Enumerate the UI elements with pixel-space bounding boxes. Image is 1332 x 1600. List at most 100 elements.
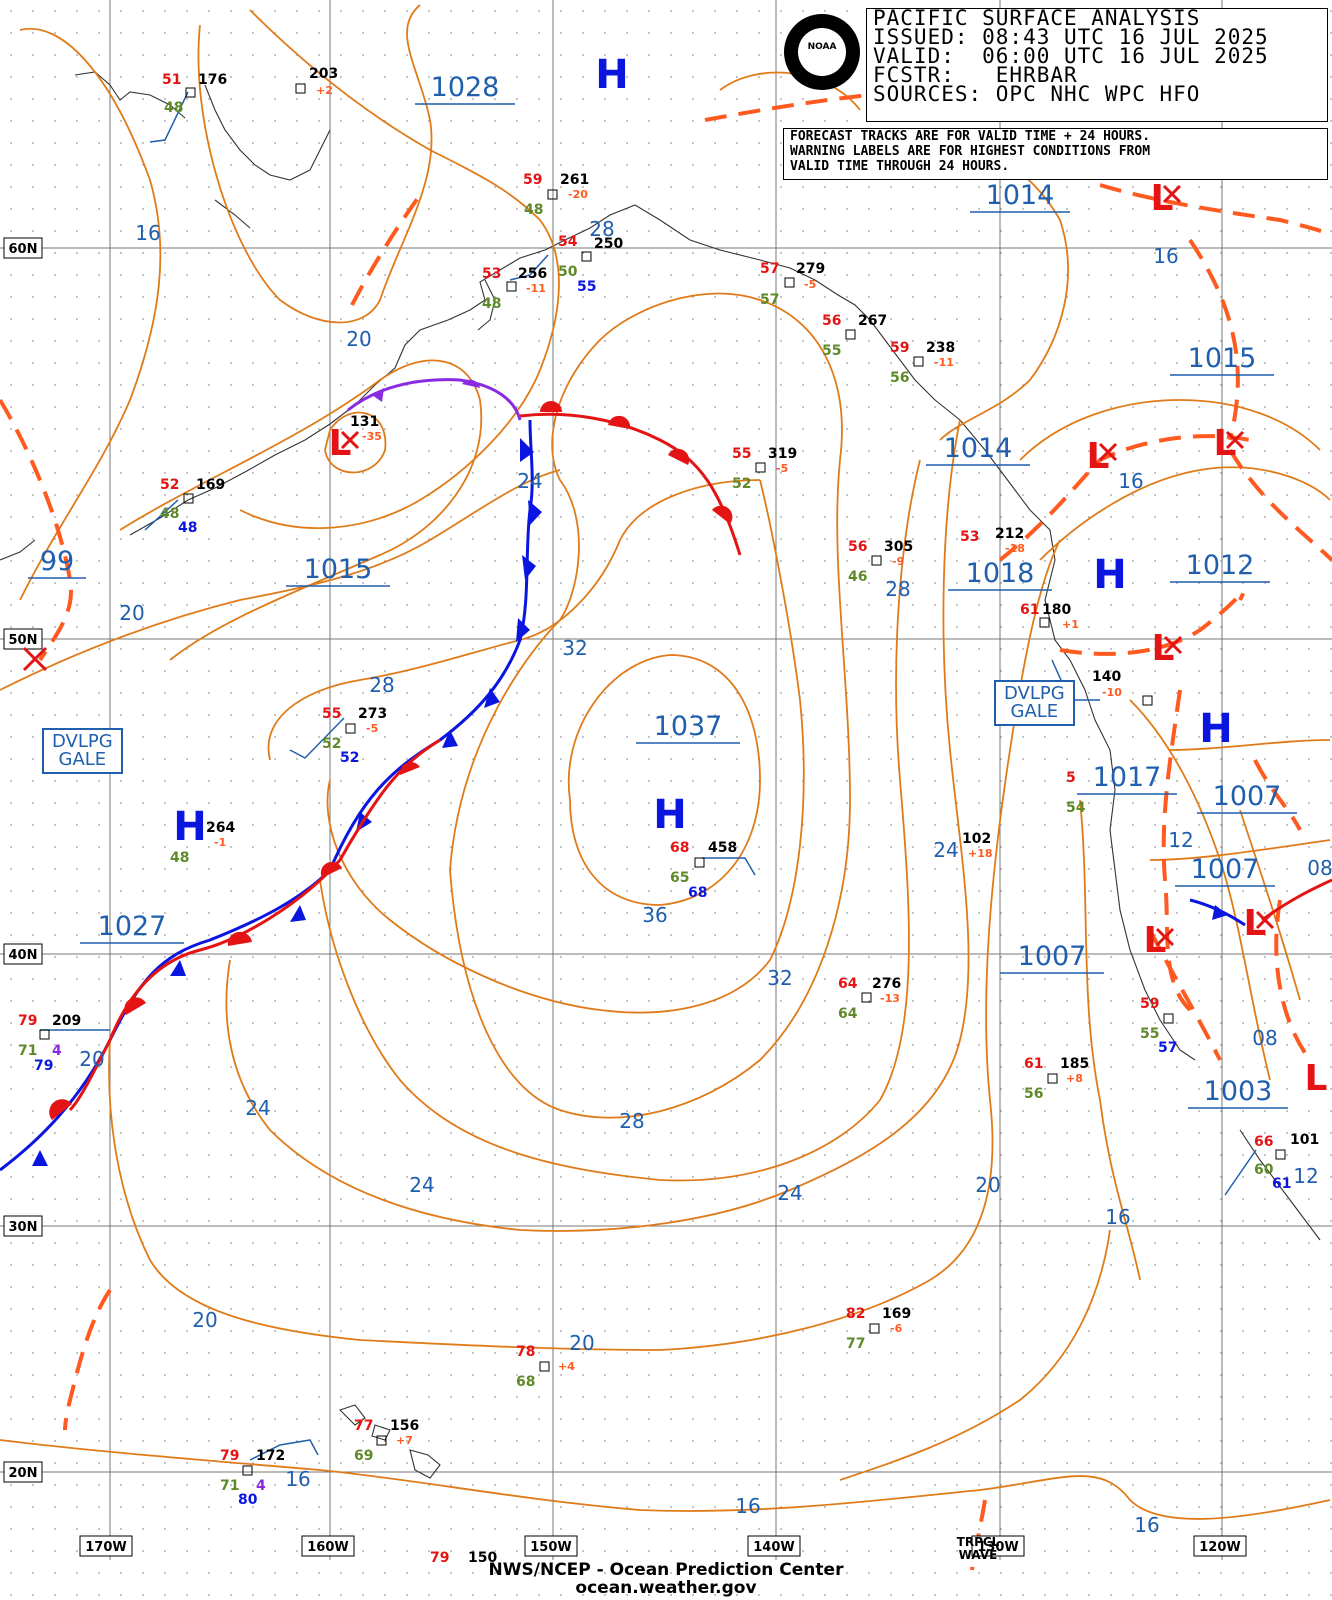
svg-text:-18: -18 bbox=[1005, 542, 1025, 555]
wind-barbs bbox=[40, 91, 1257, 1461]
svg-text:-35: -35 bbox=[362, 430, 382, 443]
low-center: L bbox=[1244, 903, 1267, 944]
svg-text:172: 172 bbox=[256, 1448, 285, 1464]
sources: SOURCES: OPC NHC WPC HFO bbox=[873, 82, 1201, 106]
svg-text:54: 54 bbox=[1066, 800, 1086, 816]
station-plot: 238 59 56 -11 bbox=[890, 340, 955, 386]
svg-text:WAVE: WAVE bbox=[959, 1548, 998, 1562]
warning-label: DVLPG GALE bbox=[994, 680, 1075, 726]
svg-text:54: 54 bbox=[558, 234, 578, 250]
svg-text:48: 48 bbox=[160, 506, 179, 522]
svg-text:276: 276 bbox=[872, 976, 901, 992]
occluded-front bbox=[347, 378, 522, 421]
station-plots: 176 51 48 203 +2 261 59 48 -20 250 54 50… bbox=[18, 66, 1319, 1566]
svg-text:261: 261 bbox=[560, 172, 589, 188]
svg-text:-13: -13 bbox=[880, 992, 900, 1005]
contour-label: 16 bbox=[735, 1494, 760, 1518]
svg-text:-11: -11 bbox=[526, 282, 546, 295]
station-plot: 156 77 69 +7 bbox=[354, 1418, 419, 1464]
svg-text:82: 82 bbox=[846, 1306, 865, 1322]
svg-text:+7: +7 bbox=[396, 1434, 413, 1447]
svg-text:48: 48 bbox=[170, 850, 189, 866]
svg-text:61: 61 bbox=[1272, 1176, 1291, 1192]
station-plot: 140 -10 bbox=[1092, 669, 1153, 706]
svg-text:55: 55 bbox=[322, 706, 341, 722]
tropical-wave-label: TRPCL WAVE bbox=[957, 1535, 1000, 1562]
svg-text:52: 52 bbox=[340, 750, 359, 766]
svg-text:56: 56 bbox=[890, 370, 909, 386]
svg-text:57: 57 bbox=[1158, 1040, 1177, 1056]
contour-label: 16 bbox=[1153, 244, 1178, 268]
contour-label: 20 bbox=[346, 327, 371, 351]
pressure-label: 1018 bbox=[966, 558, 1035, 589]
high-center: H bbox=[1093, 552, 1126, 598]
svg-text:56: 56 bbox=[848, 539, 867, 555]
svg-text:102: 102 bbox=[962, 831, 991, 847]
pressure-label: 1003 bbox=[1204, 1076, 1273, 1107]
svg-text:57: 57 bbox=[760, 292, 779, 308]
svg-text:79: 79 bbox=[34, 1058, 53, 1074]
station-plot: 273 55 52 52 -5 bbox=[322, 706, 387, 766]
lat-label-40n: 40N bbox=[9, 948, 38, 963]
station-plot: 250 54 50 55 bbox=[558, 234, 623, 295]
svg-text:-5: -5 bbox=[776, 462, 788, 475]
svg-text:180: 180 bbox=[1042, 602, 1071, 618]
contour-label: 12 bbox=[1168, 828, 1193, 852]
troughs bbox=[0, 93, 1332, 1571]
station-plot: 203 +2 bbox=[295, 66, 338, 97]
station-plot: 78 68 +4 bbox=[516, 1344, 575, 1390]
low-center-marks bbox=[22, 184, 1275, 947]
pressure-labels: 1028 1014 1015 1014 1015 1018 1012 1037 … bbox=[28, 72, 1297, 1109]
pressure-label: 1014 bbox=[986, 180, 1055, 211]
svg-text:238: 238 bbox=[926, 340, 955, 356]
svg-text:46: 46 bbox=[848, 569, 867, 585]
svg-text:59: 59 bbox=[1140, 996, 1159, 1012]
contour-labels: 16 20 28 24 20 28 32 28 36 24 32 20 24 2… bbox=[79, 217, 1332, 1537]
svg-text:5: 5 bbox=[1066, 770, 1076, 786]
station-plot: 319 55 52 -5 bbox=[732, 446, 797, 492]
low-center: L bbox=[1305, 1058, 1328, 1099]
station-plot: 180 61 +1 bbox=[1020, 602, 1079, 631]
pressure-label: 1007 bbox=[1191, 854, 1260, 885]
svg-text:48: 48 bbox=[178, 520, 197, 536]
forecaster: FCSTR: EHRBAR bbox=[873, 63, 1078, 87]
product-title: PACIFIC SURFACE ANALYSIS bbox=[873, 6, 1201, 30]
station-plot: 185 61 56 +8 bbox=[1024, 1056, 1089, 1102]
svg-text:169: 169 bbox=[196, 477, 225, 493]
low-center: L bbox=[329, 423, 352, 464]
svg-text:319: 319 bbox=[768, 446, 797, 462]
svg-text:212: 212 bbox=[995, 526, 1024, 542]
svg-text:50: 50 bbox=[558, 264, 578, 280]
svg-text:77: 77 bbox=[354, 1418, 373, 1434]
contour-label: 28 bbox=[589, 217, 614, 241]
high-center: H bbox=[595, 52, 628, 98]
high-center: H bbox=[1199, 706, 1232, 752]
contour-label: 24 bbox=[409, 1173, 434, 1197]
svg-text:68: 68 bbox=[688, 885, 707, 901]
svg-text:71: 71 bbox=[18, 1043, 37, 1059]
longitude-labels: 170W 160W 150W 140W 130W 120W bbox=[79, 1535, 1247, 1557]
svg-text:66: 66 bbox=[1254, 1134, 1273, 1150]
lat-label-20n: 20N bbox=[9, 1466, 38, 1481]
low-center: L bbox=[1144, 920, 1167, 961]
issued-time: ISSUED: 08:43 UTC 16 JUL 2025 bbox=[873, 25, 1269, 49]
contour-label: 28 bbox=[885, 577, 910, 601]
svg-text:-10: -10 bbox=[1102, 686, 1122, 699]
svg-text:69: 69 bbox=[354, 1448, 373, 1464]
svg-text:185: 185 bbox=[1060, 1056, 1089, 1072]
contour-label: 24 bbox=[517, 469, 542, 493]
svg-text:51: 51 bbox=[162, 72, 181, 88]
station-plot: 169 82 77 -6 bbox=[846, 1306, 911, 1352]
station-plot: 276 64 64 -13 bbox=[838, 976, 901, 1022]
contour-label: 08 bbox=[1307, 856, 1332, 880]
contour-label: 20 bbox=[569, 1331, 594, 1355]
pressure-label: 1028 bbox=[431, 72, 500, 103]
svg-text:55: 55 bbox=[577, 279, 596, 295]
station-plot: 131 -35 bbox=[350, 414, 382, 443]
forecast-notice: FORECAST TRACKS ARE FOR VALID TIME + 24 … bbox=[783, 128, 1328, 180]
svg-text:56: 56 bbox=[822, 313, 841, 329]
lat-label-50n: 50N bbox=[9, 633, 38, 648]
station-plot: 264 48 -1 bbox=[170, 820, 235, 866]
station-plot: 5 54 bbox=[1066, 770, 1086, 816]
svg-text:52: 52 bbox=[732, 476, 751, 492]
